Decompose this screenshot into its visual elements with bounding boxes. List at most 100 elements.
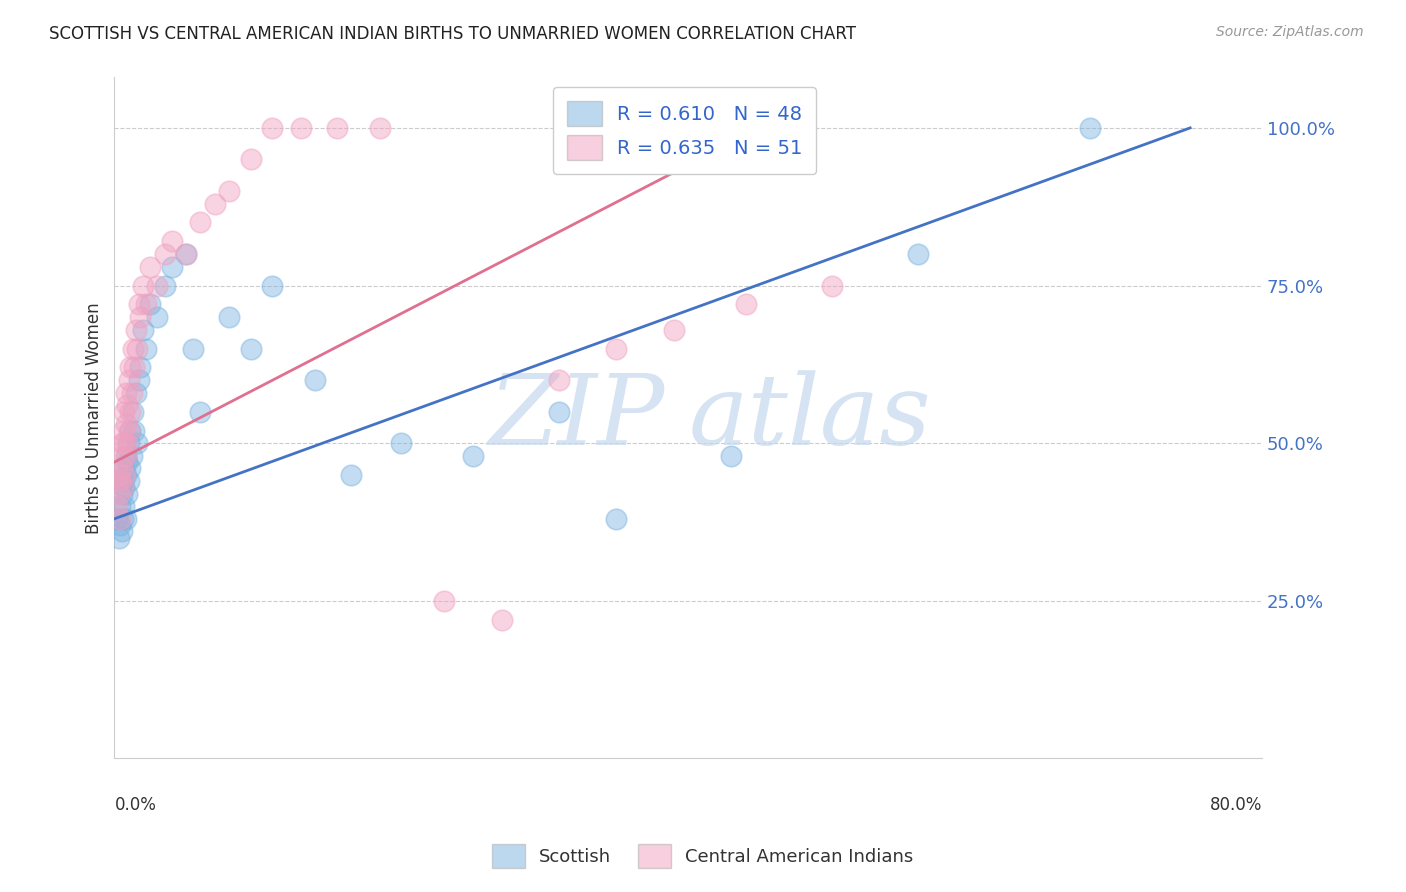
Legend: Scottish, Central American Indians: Scottish, Central American Indians	[481, 834, 925, 879]
Text: Source: ZipAtlas.com: Source: ZipAtlas.com	[1216, 25, 1364, 39]
Point	[907, 247, 929, 261]
Point	[174, 247, 197, 261]
Point	[262, 120, 284, 135]
Point	[181, 342, 204, 356]
Point	[115, 449, 138, 463]
Point	[153, 247, 176, 261]
Point	[117, 455, 139, 469]
Point	[120, 461, 142, 475]
Text: 0.0%: 0.0%	[114, 797, 156, 814]
Point	[118, 474, 141, 488]
Point	[146, 278, 169, 293]
Legend: R = 0.610   N = 48, R = 0.635   N = 51: R = 0.610 N = 48, R = 0.635 N = 51	[553, 87, 815, 174]
Point	[115, 512, 138, 526]
Point	[108, 474, 131, 488]
Point	[190, 215, 212, 229]
Point	[108, 518, 131, 533]
Point	[218, 184, 240, 198]
Point	[110, 461, 132, 475]
Point	[107, 467, 129, 482]
Point	[139, 260, 162, 274]
Point	[111, 424, 134, 438]
Point	[108, 499, 131, 513]
Point	[115, 449, 138, 463]
Point	[117, 486, 139, 500]
Point	[114, 499, 136, 513]
Point	[124, 360, 146, 375]
Point	[107, 531, 129, 545]
Text: SCOTTISH VS CENTRAL AMERICAN INDIAN BIRTHS TO UNMARRIED WOMEN CORRELATION CHART: SCOTTISH VS CENTRAL AMERICAN INDIAN BIRT…	[49, 25, 856, 43]
Point	[605, 512, 627, 526]
Point	[110, 486, 132, 500]
Point	[734, 297, 756, 311]
Point	[491, 613, 513, 627]
Point	[110, 524, 132, 539]
Point	[129, 360, 152, 375]
Point	[118, 436, 141, 450]
Point	[107, 486, 129, 500]
Point	[122, 342, 145, 356]
Point	[125, 323, 148, 337]
Point	[820, 278, 842, 293]
Point	[340, 467, 363, 482]
Point	[239, 153, 262, 167]
Point	[139, 297, 162, 311]
Point	[121, 449, 143, 463]
Point	[115, 467, 138, 482]
Point	[120, 404, 142, 418]
Point	[117, 398, 139, 412]
Point	[127, 436, 149, 450]
Point	[290, 120, 312, 135]
Point	[433, 594, 456, 608]
Point	[605, 342, 627, 356]
Point	[548, 373, 571, 387]
Point	[114, 461, 136, 475]
Point	[110, 436, 132, 450]
Point	[120, 360, 142, 375]
Point	[325, 120, 347, 135]
Point	[105, 499, 128, 513]
Text: atlas: atlas	[688, 370, 931, 466]
Point	[105, 512, 128, 526]
Point	[114, 467, 136, 482]
Point	[114, 404, 136, 418]
Point	[125, 385, 148, 400]
Point	[135, 297, 157, 311]
Point	[115, 417, 138, 432]
Point	[132, 278, 155, 293]
Point	[128, 373, 150, 387]
Point	[111, 480, 134, 494]
Point	[1078, 120, 1101, 135]
Point	[135, 342, 157, 356]
Point	[239, 342, 262, 356]
Point	[111, 474, 134, 488]
Point	[160, 260, 183, 274]
Point	[108, 512, 131, 526]
Point	[389, 436, 412, 450]
Point	[160, 235, 183, 249]
Y-axis label: Births to Unmarried Women: Births to Unmarried Women	[86, 302, 103, 533]
Point	[118, 373, 141, 387]
Point	[662, 323, 685, 337]
Point	[122, 404, 145, 418]
Point	[127, 342, 149, 356]
Text: 80.0%: 80.0%	[1209, 797, 1263, 814]
Point	[461, 449, 484, 463]
Point	[111, 512, 134, 526]
Point	[262, 278, 284, 293]
Point	[128, 297, 150, 311]
Point	[124, 424, 146, 438]
Point	[204, 196, 226, 211]
Point	[153, 278, 176, 293]
Point	[304, 373, 326, 387]
Point	[129, 310, 152, 324]
Point	[118, 424, 141, 438]
Point	[111, 449, 134, 463]
Text: ZIP: ZIP	[489, 370, 665, 466]
Point	[114, 436, 136, 450]
Point	[548, 404, 571, 418]
Point	[146, 310, 169, 324]
Point	[368, 120, 391, 135]
Point	[120, 424, 142, 438]
Point	[218, 310, 240, 324]
